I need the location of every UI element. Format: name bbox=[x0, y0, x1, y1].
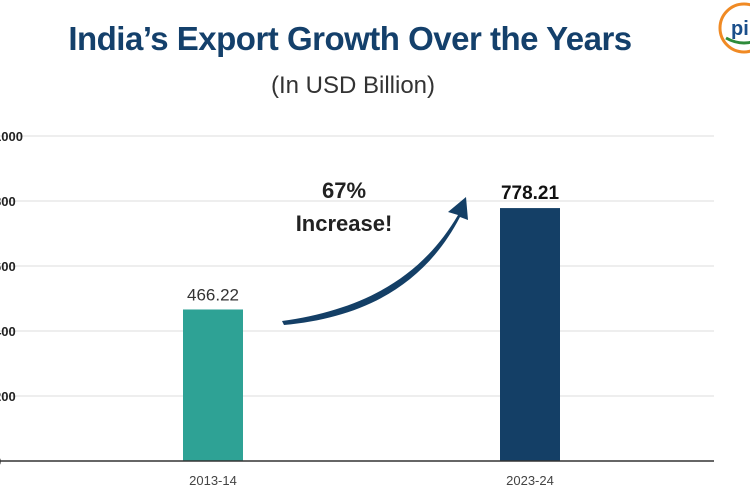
x-category-label: 2023-24 bbox=[506, 473, 554, 488]
x-axis-categories: 2013-14 2023-24 bbox=[189, 473, 554, 488]
chart-subtitle: (In USD Billion) bbox=[270, 72, 436, 99]
x-category-label: 2013-14 bbox=[189, 473, 237, 488]
grid-lines bbox=[0, 135, 714, 397]
curved-arrow-icon bbox=[282, 197, 468, 325]
bars bbox=[183, 208, 560, 461]
y-tick-label: 1000 bbox=[0, 129, 23, 144]
bar-value-labels: 466.22 778.21 bbox=[187, 183, 559, 304]
bar-2013-14 bbox=[183, 309, 243, 461]
y-tick-label: 400 bbox=[0, 324, 16, 339]
logo-text: pi bbox=[731, 18, 749, 40]
pib-logo-icon: pi bbox=[718, 2, 750, 54]
annotation-percent: 67% bbox=[322, 178, 366, 203]
y-tick-label: 200 bbox=[0, 389, 16, 404]
annotation-increase: Increase! bbox=[296, 211, 393, 236]
bar-2023-24 bbox=[500, 208, 560, 461]
y-tick-label: 600 bbox=[0, 259, 16, 274]
y-tick-label: 800 bbox=[0, 194, 16, 209]
bar-value-label: 778.21 bbox=[501, 183, 560, 204]
y-axis-ticks: 02004006008001000 bbox=[0, 129, 23, 469]
bar-value-label: 466.22 bbox=[187, 285, 239, 304]
chart-title: India’s Export Growth Over the Years bbox=[68, 20, 632, 57]
